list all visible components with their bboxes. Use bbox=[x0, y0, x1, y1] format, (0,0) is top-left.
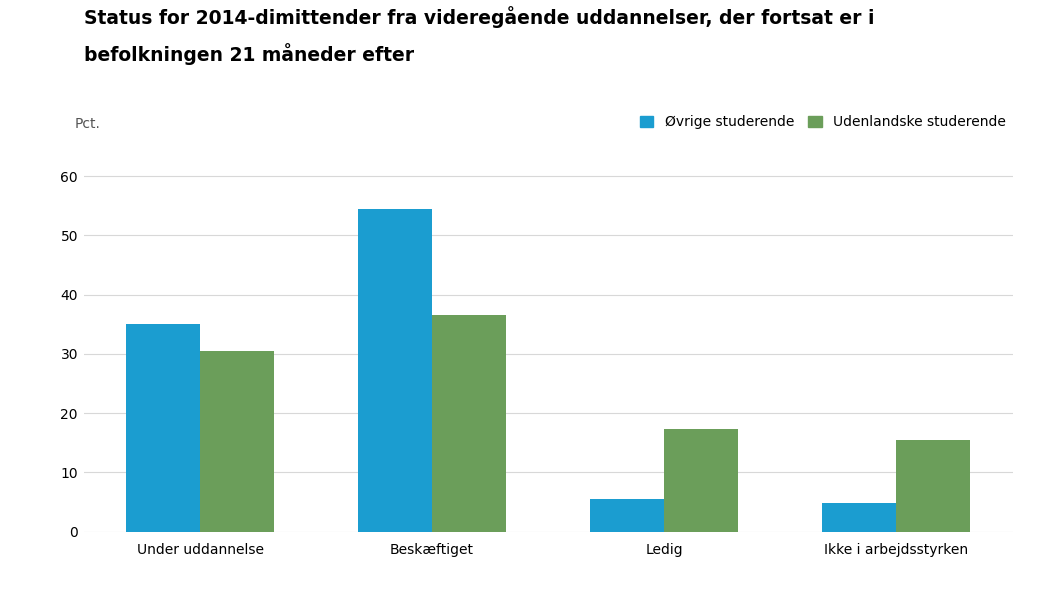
Bar bbox=[432, 315, 506, 532]
Text: Pct.: Pct. bbox=[74, 117, 100, 131]
Bar bbox=[896, 440, 971, 532]
Text: befolkningen 21 måneder efter: befolkningen 21 måneder efter bbox=[84, 43, 413, 65]
Bar bbox=[822, 503, 896, 532]
Legend: Øvrige studerende, Udenlandske studerende: Øvrige studerende, Udenlandske studerend… bbox=[640, 115, 1005, 129]
Bar bbox=[664, 429, 738, 532]
Bar bbox=[125, 324, 200, 532]
Text: Status for 2014-dimittender fra videregående uddannelser, der fortsat er i: Status for 2014-dimittender fra videregå… bbox=[84, 6, 874, 28]
Bar bbox=[358, 209, 432, 532]
Bar bbox=[590, 499, 664, 532]
Bar bbox=[200, 351, 275, 532]
